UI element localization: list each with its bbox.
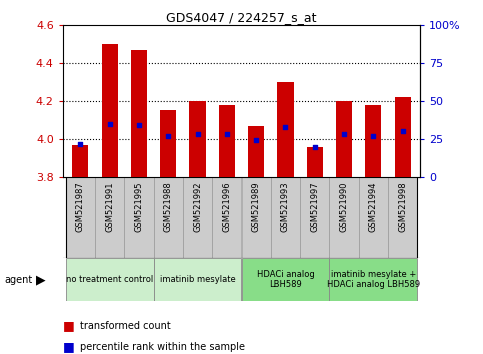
Bar xyxy=(66,177,95,258)
Text: GSM521989: GSM521989 xyxy=(252,181,261,232)
Text: ■: ■ xyxy=(63,319,74,332)
Point xyxy=(106,121,114,127)
Bar xyxy=(271,177,300,258)
Point xyxy=(399,129,407,134)
Bar xyxy=(336,101,352,177)
Text: GSM521992: GSM521992 xyxy=(193,181,202,232)
Point xyxy=(223,132,231,137)
Bar xyxy=(242,177,271,258)
Bar xyxy=(101,44,118,177)
Text: agent: agent xyxy=(5,275,33,285)
Bar xyxy=(307,147,323,177)
Point xyxy=(76,141,84,146)
Point xyxy=(164,133,172,139)
Bar xyxy=(219,105,235,177)
Bar xyxy=(160,110,176,177)
Text: GSM521995: GSM521995 xyxy=(134,181,143,232)
Bar xyxy=(189,101,206,177)
Text: percentile rank within the sample: percentile rank within the sample xyxy=(80,342,245,352)
Point xyxy=(252,138,260,143)
Text: GSM521991: GSM521991 xyxy=(105,181,114,232)
Bar xyxy=(242,258,329,301)
Title: GDS4047 / 224257_s_at: GDS4047 / 224257_s_at xyxy=(166,11,317,24)
Text: imatinib mesylate +
HDACi analog LBH589: imatinib mesylate + HDACi analog LBH589 xyxy=(327,270,420,289)
Text: GSM521988: GSM521988 xyxy=(164,181,173,232)
Text: imatinib mesylate: imatinib mesylate xyxy=(160,275,235,284)
Text: GSM521994: GSM521994 xyxy=(369,181,378,232)
Text: GSM521998: GSM521998 xyxy=(398,181,407,232)
Bar xyxy=(388,177,417,258)
Bar xyxy=(300,177,329,258)
Bar xyxy=(95,177,124,258)
Point xyxy=(369,133,377,139)
Text: transformed count: transformed count xyxy=(80,321,170,331)
Text: GSM521996: GSM521996 xyxy=(222,181,231,232)
Point xyxy=(194,132,201,137)
Text: no treatment control: no treatment control xyxy=(66,275,153,284)
Bar xyxy=(124,177,154,258)
Text: ▶: ▶ xyxy=(36,273,46,286)
Point xyxy=(340,132,348,137)
Bar xyxy=(72,145,88,177)
Bar xyxy=(131,50,147,177)
Text: GSM521997: GSM521997 xyxy=(310,181,319,232)
Bar xyxy=(183,177,212,258)
Point xyxy=(282,124,289,130)
Point xyxy=(311,144,319,149)
Bar xyxy=(365,105,382,177)
Bar xyxy=(359,177,388,258)
Point xyxy=(135,122,143,128)
Bar xyxy=(329,258,417,301)
Bar xyxy=(395,97,411,177)
Bar xyxy=(329,177,359,258)
Bar xyxy=(277,82,294,177)
Text: ■: ■ xyxy=(63,341,74,353)
Bar xyxy=(66,258,154,301)
Text: GSM521987: GSM521987 xyxy=(76,181,85,232)
Text: GSM521990: GSM521990 xyxy=(340,181,349,232)
Bar xyxy=(212,177,242,258)
Bar xyxy=(154,177,183,258)
Bar xyxy=(248,126,264,177)
Text: HDACi analog
LBH589: HDACi analog LBH589 xyxy=(256,270,314,289)
Bar xyxy=(154,258,242,301)
Text: GSM521993: GSM521993 xyxy=(281,181,290,232)
